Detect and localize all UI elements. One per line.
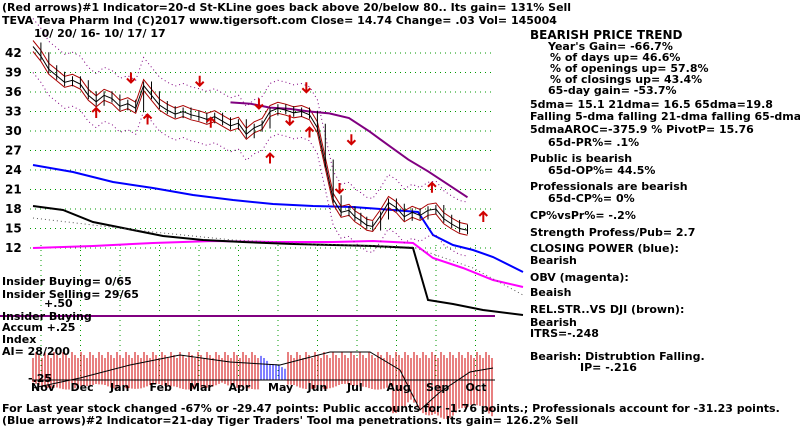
panel-line: CP%vsPr%= -.2% <box>530 209 636 222</box>
buy-arrow-red <box>304 126 315 138</box>
x-tick-label: Jul <box>346 381 363 394</box>
x-tick-label: Oct <box>466 381 487 394</box>
date-range: 10/ 20/ 16- 10/ 17/ 17 <box>34 27 166 40</box>
insider-accum-label-2: Accum +.25 <box>2 321 76 334</box>
sell-arrow-red <box>254 98 264 110</box>
closing-power-line <box>32 164 524 273</box>
header-line-1: (Red arrows)#1 Indicator=20-d St-KLine g… <box>2 1 572 14</box>
x-tick-label: May <box>268 381 293 394</box>
panel-line: 65-day gain= -53.7% <box>548 84 677 97</box>
y-tick-label: 12 <box>5 241 22 255</box>
y-tick-label: 21 <box>5 183 22 197</box>
sell-arrow-red <box>285 114 295 127</box>
panel-line: ITRS=-.248 <box>530 327 599 340</box>
header-line-2: TEVA Teva Pharm Ind (C)2017 www.tigersof… <box>2 14 557 27</box>
panel-line: OBV (magenta): <box>530 271 629 284</box>
y-tick-label: 30 <box>5 124 22 138</box>
buy-arrow-red <box>206 116 216 128</box>
chart-grid <box>30 52 495 380</box>
obv-line <box>32 239 524 288</box>
buy-arrow-red <box>265 152 275 164</box>
x-tick-label: Dec <box>71 381 94 394</box>
sell-arrow-red <box>194 75 205 88</box>
panel-title: BEARISH PRICE TREND <box>530 28 683 42</box>
y-tick-label: 15 <box>5 222 22 236</box>
y-tick-label: 33 <box>5 105 22 119</box>
y-tick-label: 36 <box>5 85 22 99</box>
x-tick-label: Nov <box>31 381 56 394</box>
panel-line: Strength Profess/Pub= 2.7 <box>530 226 696 239</box>
ma-envelope-lower <box>32 51 468 236</box>
sell-arrow-red <box>126 72 136 84</box>
panel-line: Falling 5-dma falling 21-dma falling 65-… <box>530 110 800 123</box>
footer-line-1: For Last year stock changed -67% or -29.… <box>2 402 780 415</box>
panel-line: 65d-CP%= 0% <box>548 192 635 205</box>
x-tick-label: Aug <box>387 381 411 394</box>
x-tick-label: Jun <box>307 381 328 394</box>
axis-ticks: 42 39 36 33 30 27 24 21 18 15 12 Nov Dec Jan Feb Mar Apr… <box>5 46 487 394</box>
y-tick-label: 42 <box>5 46 22 60</box>
insider-accum-label-1: Insider Buying <box>2 310 92 323</box>
panel-line: Beaish <box>530 286 572 299</box>
rel-strength-line <box>32 205 524 316</box>
panel-line: % of days up= 46.6% <box>550 51 681 64</box>
buy-arrow-red <box>142 113 153 125</box>
y-tick-label: 39 <box>5 66 22 80</box>
accum-scale-p50: +.50 <box>44 297 73 310</box>
y-tick-label: 24 <box>5 163 22 177</box>
sell-arrow-red <box>301 82 312 94</box>
accum-ma-line <box>32 351 494 411</box>
price-layer <box>32 18 489 257</box>
footer-line-2: (Blue arrows)#2 Indicator=21-day Tiger T… <box>2 414 579 427</box>
panel-line: % of closings up= 43.4% <box>550 73 703 86</box>
panel-line: IP= -.216 <box>580 361 637 374</box>
ai-score: AI= 28/200 <box>2 345 70 358</box>
sell-arrow-red <box>334 183 345 195</box>
panel-line: 5dma= 15.1 21dma= 16.5 65dma=19.8 <box>530 98 773 111</box>
panel-line: Public is bearish <box>530 152 633 165</box>
close-line <box>32 46 468 231</box>
panel-line: Professionals are bearish <box>530 180 688 193</box>
sell-arrow-red <box>346 134 357 146</box>
buy-arrow-red <box>427 181 437 193</box>
panel-line: Year's Gain= -66.7% <box>548 40 673 53</box>
y-tick-label: 18 <box>5 202 22 216</box>
panel-line: Bearish <box>530 316 577 329</box>
insider-accum-label-3: Index <box>2 333 37 346</box>
insider-buying-count: Insider Buying= 0/65 <box>2 275 132 288</box>
x-tick-label: Jan <box>109 381 129 394</box>
panel-line: 65d-PR%= .1% <box>548 136 640 149</box>
buy-arrow-red <box>91 106 101 118</box>
panel-line: 5dmaAROC=-375.9 % PivotP= 15.76 <box>530 123 754 136</box>
x-tick-label: Apr <box>229 381 251 394</box>
x-tick-label: Feb <box>150 381 173 394</box>
buy-arrow-red <box>478 210 489 222</box>
panel-line: Bearish <box>530 254 577 267</box>
panel-line: CLOSING POWER (blue): <box>530 242 679 255</box>
panel-line: 65d-OP%= 44.5% <box>548 164 656 177</box>
y-tick-label: 27 <box>5 144 22 158</box>
panel-line: % of openings up= 57.8% <box>550 62 709 75</box>
ma-envelope-upper <box>32 40 468 225</box>
x-tick-label: Mar <box>189 381 213 394</box>
panel-line: Bearish: Distrubtion Falling. <box>530 350 705 363</box>
x-tick-label: Sep <box>426 381 449 394</box>
insider-selling-count: Insider Selling= 29/65 <box>2 288 139 301</box>
accum-scale-m25: -.25 <box>28 372 53 385</box>
panel-line: REL.STR..VS DJI (brown): <box>530 303 685 316</box>
